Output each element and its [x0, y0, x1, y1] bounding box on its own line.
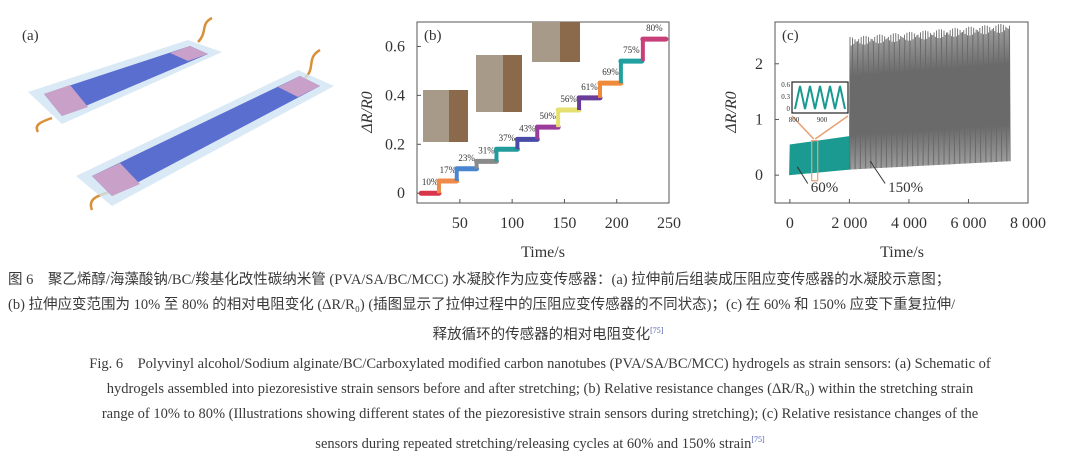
panel-b-ylabel: ΔR/R0	[359, 91, 376, 133]
step-strain-label: 80%	[646, 23, 663, 33]
step-strain-label: 50%	[539, 111, 556, 121]
step-strain-label: 43%	[519, 123, 536, 133]
step-strain-label: 37%	[499, 133, 516, 143]
caption-zh-text: 释放循环的传感器的相对电阻变化	[432, 326, 651, 343]
caption-zh-line: 图 6 聚乙烯醇/海藻酸钠/BC/羧基化改性碳纳米管 (PVA/SA/BC/MC…	[8, 272, 951, 288]
y-tick-label: 0	[755, 167, 763, 184]
series-label-150: 150%	[888, 180, 923, 196]
panel-b-xlabel: Time/s	[521, 244, 565, 261]
sensor-strip-stretched	[76, 48, 334, 211]
x-tick-label: 2 000	[831, 215, 867, 232]
x-tick-label: 100	[500, 215, 524, 232]
series-150pct	[848, 24, 1011, 170]
x-tick-label: 250	[657, 215, 681, 232]
caption-en-line-last: sensors during repeated stretching/relea…	[0, 427, 1080, 457]
inset-connector	[791, 115, 815, 140]
inset-series	[794, 85, 846, 110]
step-strain-label: 31%	[478, 145, 495, 155]
panel-a-label: (a)	[22, 28, 39, 44]
y-tick-label: 0.2	[385, 136, 405, 153]
inset-y-tick-label: 0.3	[781, 93, 790, 101]
caption-en-text: sensors during repeated stretching/relea…	[315, 435, 752, 452]
sensor-strip-unstretched	[28, 16, 222, 133]
x-tick-label: 150	[552, 215, 576, 232]
reference-link[interactable]: [75]	[650, 326, 664, 335]
caption-zh-line-last: 释放循环的传感器的相对电阻变化[75]	[8, 318, 1080, 348]
caption-zh-line: (b) 拉伸应变范围为 10% 至 80% 的相对电阻变化 (ΔR/R₀) (插…	[8, 297, 956, 313]
y-tick-label: 0	[397, 185, 405, 202]
x-tick-label: 8 000	[1010, 215, 1046, 232]
x-tick-label: 0	[786, 215, 794, 232]
panel-b-label: (b)	[424, 28, 442, 44]
step-strain-label: 61%	[581, 82, 598, 92]
x-tick-label: 6 000	[950, 215, 986, 232]
panel-c-label: (c)	[782, 28, 799, 44]
panel-c-xlabel: Time/s	[880, 244, 924, 261]
series-label-60: 60%	[811, 180, 839, 196]
step-strain-label: 75%	[623, 45, 640, 55]
caption-en-line: hydrogels assembled into piezoresistive …	[106, 381, 974, 397]
x-tick-label: 200	[605, 215, 629, 232]
step-strain-label: 10%	[422, 177, 439, 187]
panel-c-chart: (c) ΔR/R0 Time/s 0 2 000 4 000 6 000 8 000 0 1…	[723, 21, 1046, 261]
inset-x-tick-label: 900	[817, 116, 828, 124]
step-strain-label: 23%	[458, 153, 475, 163]
inset-x-tick-label: 800	[789, 116, 800, 124]
series-pointer-60	[796, 166, 809, 184]
caption-english: Fig. 6 Polyvinyl alcohol/Sodium alginate…	[0, 352, 1080, 457]
caption-en-line: range of 10% to 80% (Illustrations showi…	[101, 406, 979, 422]
inset-y-tick-label: 0.6	[781, 81, 790, 89]
inset-highlight-box	[811, 140, 819, 182]
x-tick-label: 50	[452, 215, 468, 232]
panel-c-ylabel: ΔR/R0	[723, 91, 740, 133]
inset-y-tick-label: 0	[787, 105, 791, 113]
stretching-photo-insets	[423, 22, 580, 142]
x-tick-label: 4 000	[891, 215, 927, 232]
caption-en-line: Fig. 6 Polyvinyl alcohol/Sodium alginate…	[89, 356, 991, 372]
y-tick-label: 0.6	[385, 38, 405, 55]
step-strain-label: 69%	[602, 67, 619, 77]
y-tick-label: 2	[755, 56, 763, 73]
y-tick-label: 0.4	[385, 87, 405, 104]
panel-a-schematic: (a)	[22, 16, 334, 211]
y-tick-label: 1	[755, 111, 763, 128]
step-strain-label: 56%	[560, 94, 577, 104]
step-strain-label: 17%	[440, 165, 457, 175]
series-60pct	[789, 136, 851, 176]
series-pointer-150	[869, 160, 886, 184]
inset-connector	[814, 115, 849, 140]
panel-b-chart: (b) ΔR/R0 Time/s 50 100 150 200 250 0 0.2 0.4 0.…	[359, 21, 681, 261]
caption-chinese: 图 6 聚乙烯醇/海藻酸钠/BC/羧基化改性碳纳米管 (PVA/SA/BC/MC…	[0, 268, 1080, 348]
reference-link[interactable]: [75]	[751, 435, 765, 444]
